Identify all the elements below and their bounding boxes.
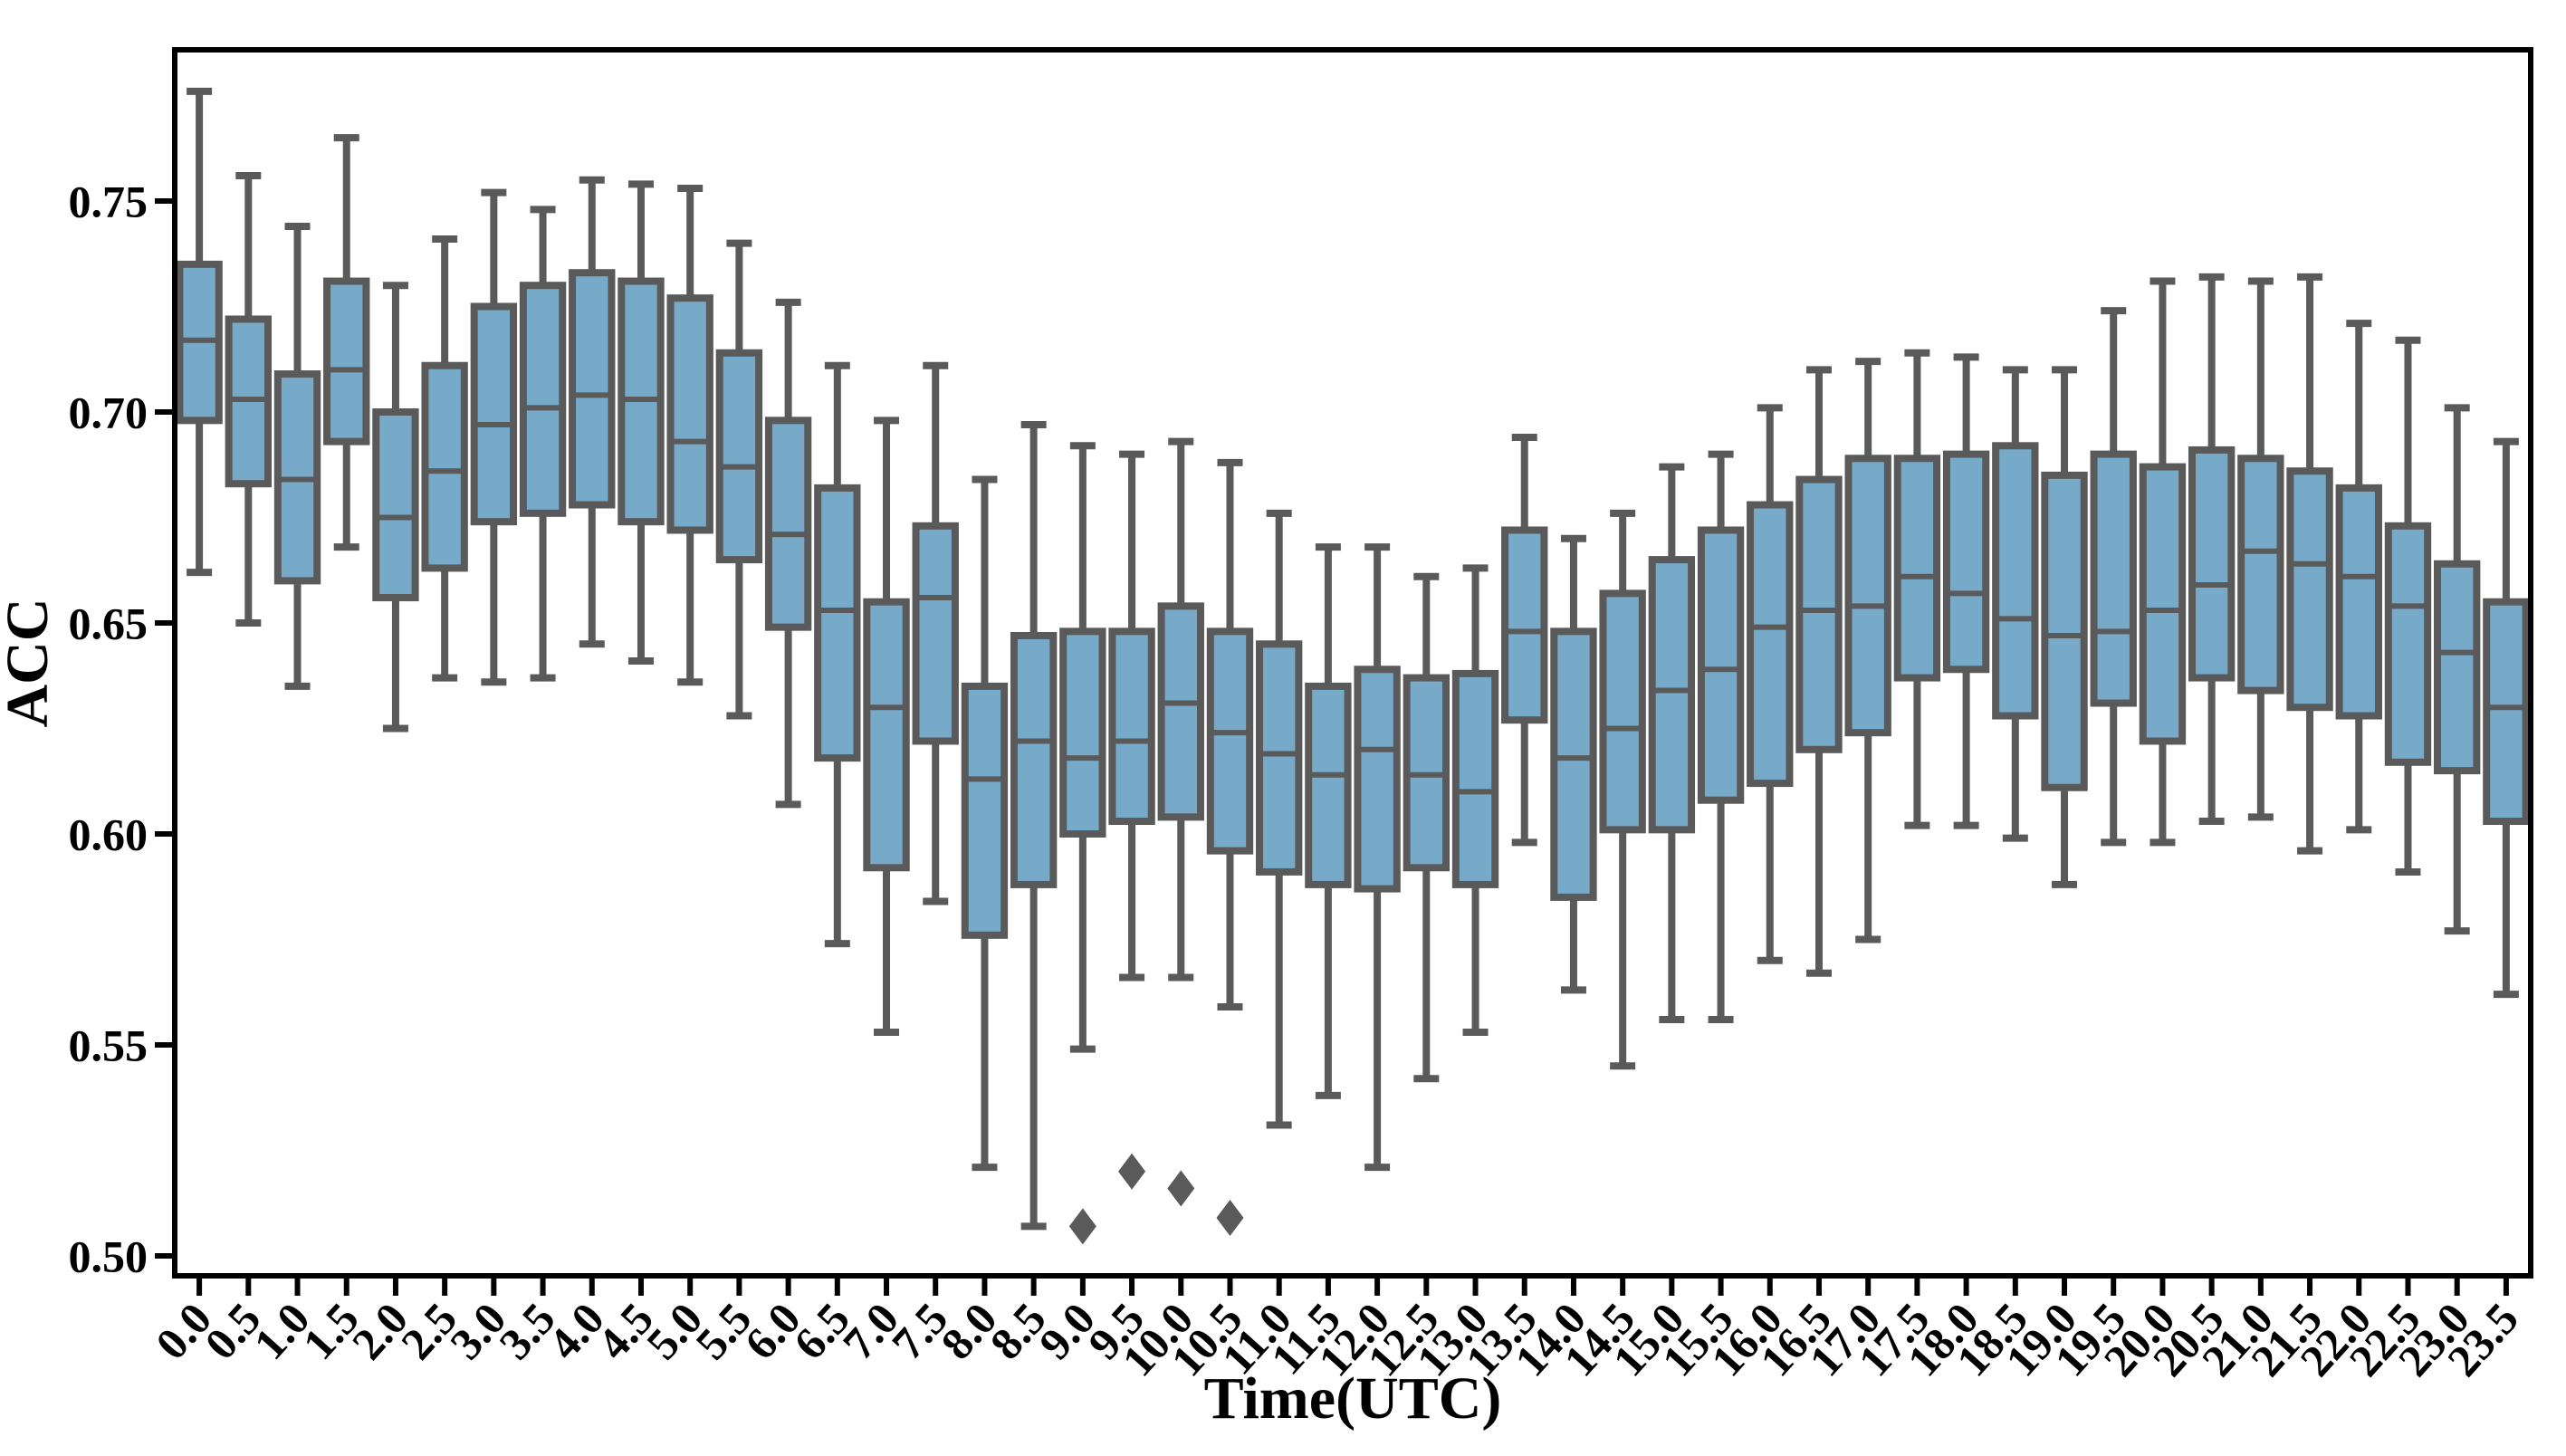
box <box>715 349 763 564</box>
box <box>1648 556 1696 834</box>
y-tick-label: 0.70 <box>69 388 148 438</box>
box <box>1747 501 1794 788</box>
box <box>1942 450 1990 674</box>
box <box>2188 445 2236 682</box>
y-axis-title: ACC <box>0 599 61 728</box>
box <box>2286 467 2333 712</box>
y-tick-label: 0.65 <box>69 599 148 649</box>
box <box>2237 455 2284 694</box>
box <box>1501 526 1548 724</box>
box <box>1795 475 1843 753</box>
box <box>2483 598 2530 826</box>
box <box>1451 669 1499 888</box>
box <box>1206 627 1254 855</box>
y-tick-label: 0.60 <box>69 809 148 860</box>
y-tick-label: 0.55 <box>69 1020 148 1071</box>
box <box>814 484 861 762</box>
box <box>1893 455 1941 682</box>
box <box>372 408 419 602</box>
box <box>1256 640 1303 876</box>
box <box>2139 463 2187 745</box>
box <box>1599 589 1646 834</box>
box <box>1992 442 2039 720</box>
plot-layer: 0.500.550.600.650.700.750.00.51.01.52.02… <box>69 47 2533 1385</box>
plot-spines <box>172 47 2533 1279</box>
box <box>1550 627 1597 901</box>
box <box>2090 450 2137 707</box>
box <box>470 302 518 526</box>
box <box>764 417 812 631</box>
outlier-diamond <box>1216 1200 1244 1237</box>
outlier-diamond <box>1068 1208 1096 1245</box>
x-axis-title: Time(UTC) <box>1204 1365 1502 1432</box>
box <box>1059 627 1106 838</box>
box <box>666 294 713 534</box>
box <box>421 361 468 572</box>
box <box>1844 455 1891 737</box>
y-tick-label: 0.75 <box>69 177 148 227</box>
box <box>1010 631 1058 888</box>
box <box>2384 522 2432 766</box>
box <box>961 682 1009 939</box>
box <box>569 269 616 509</box>
box <box>912 522 959 745</box>
box <box>863 598 910 872</box>
box <box>519 282 567 517</box>
box <box>323 277 370 445</box>
box <box>1697 526 1745 804</box>
box <box>2041 471 2088 791</box>
box <box>1108 627 1155 826</box>
box <box>2335 484 2382 720</box>
box <box>1305 682 1352 888</box>
box <box>1354 666 1401 893</box>
outlier-diamond <box>1118 1153 1146 1190</box>
box <box>1157 602 1204 821</box>
box <box>2434 560 2481 775</box>
y-tick-label: 0.50 <box>69 1231 148 1282</box>
outlier-diamond <box>1167 1170 1195 1207</box>
